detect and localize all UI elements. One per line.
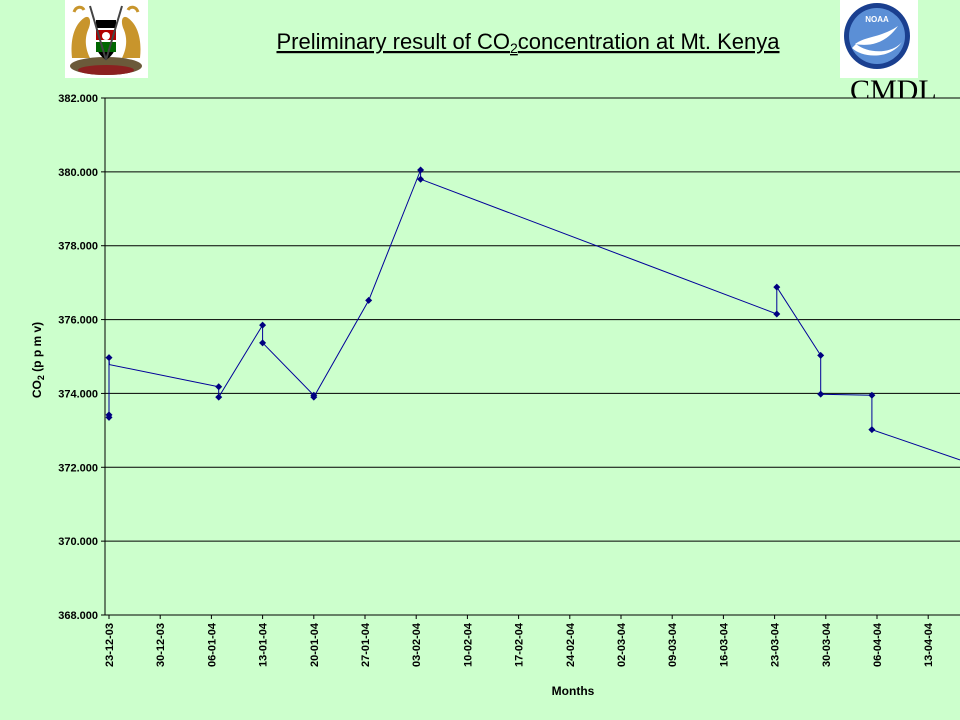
data-point bbox=[817, 390, 825, 398]
data-point bbox=[773, 310, 781, 318]
data-point bbox=[105, 411, 113, 419]
x-tick-label: 30-03-04 bbox=[821, 622, 833, 667]
data-point bbox=[105, 354, 113, 362]
x-tick-label: 02-03-04 bbox=[616, 622, 628, 667]
y-axis-label-main: CO bbox=[30, 380, 44, 398]
data-point bbox=[215, 383, 223, 391]
x-axis-ticks: 23-12-03 30-12-03 06-01-04 13-01-04 20-01-04… bbox=[104, 615, 935, 667]
gridlines bbox=[105, 97, 960, 542]
data-point bbox=[817, 351, 825, 359]
data-point bbox=[310, 393, 318, 401]
y-tick-label: 382.000 bbox=[58, 93, 98, 105]
x-tick-label: 10-02-04 bbox=[462, 622, 474, 667]
y-tick-label: 372.000 bbox=[58, 462, 98, 474]
title-main: Preliminary result of CO bbox=[276, 29, 510, 54]
chart-title: Preliminary result of CO2concentration a… bbox=[276, 29, 780, 56]
data-point bbox=[417, 175, 425, 183]
noaa-logo-text: NOAA bbox=[865, 15, 889, 24]
x-tick-label: 23-12-03 bbox=[104, 623, 116, 667]
x-tick-label: 16-03-04 bbox=[718, 622, 730, 667]
data-point bbox=[773, 283, 781, 291]
kenya-coat-of-arms-logo bbox=[65, 0, 148, 78]
data-point bbox=[259, 321, 267, 329]
plot-area bbox=[105, 98, 960, 615]
data-point bbox=[259, 339, 267, 347]
x-tick-label: 30-12-03 bbox=[155, 623, 167, 667]
x-tick-label: 03-02-04 bbox=[411, 622, 423, 667]
y-tick-label: 374.000 bbox=[58, 388, 98, 400]
x-tick-label: 13-04-04 bbox=[923, 622, 935, 667]
y-tick-label: 376.000 bbox=[58, 315, 98, 327]
x-tick-label: 06-01-04 bbox=[206, 622, 218, 667]
y-tick-label: 380.000 bbox=[58, 167, 98, 179]
series-line-extension bbox=[871, 429, 960, 461]
x-tick-label: 17-02-04 bbox=[514, 622, 526, 667]
x-tick-label: 20-01-04 bbox=[309, 622, 321, 667]
series-co2 bbox=[105, 166, 960, 461]
y-axis-ticks: 368.000 370.000 372.000 374.000 376.000 378.0… bbox=[58, 93, 105, 622]
y-axis-label-sub: 2 bbox=[36, 375, 46, 380]
data-point bbox=[868, 426, 876, 434]
noaa-logo: NOAA bbox=[840, 0, 918, 78]
y-tick-label: 368.000 bbox=[58, 610, 98, 622]
title-subscript: 2 bbox=[510, 40, 518, 56]
title-rest: concentration at Mt. Kenya bbox=[518, 29, 780, 54]
x-tick-label: 06-04-04 bbox=[872, 622, 884, 667]
x-axis-label: Months bbox=[552, 684, 595, 698]
x-tick-label: 09-03-04 bbox=[667, 622, 679, 667]
y-axis-label: CO2 (p p m v) bbox=[30, 322, 46, 398]
x-tick-label: 24-02-04 bbox=[565, 622, 577, 667]
y-axis-label-rest: (p p m v) bbox=[30, 322, 44, 375]
data-point bbox=[365, 296, 373, 304]
x-tick-label: 13-01-04 bbox=[258, 622, 270, 667]
x-tick-label: 23-03-04 bbox=[770, 622, 782, 667]
x-tick-label: 27-01-04 bbox=[360, 622, 372, 667]
y-tick-label: 370.000 bbox=[58, 536, 98, 548]
data-point bbox=[215, 393, 223, 401]
data-point bbox=[417, 166, 425, 174]
y-tick-label: 378.000 bbox=[58, 241, 98, 253]
data-point bbox=[868, 391, 876, 399]
